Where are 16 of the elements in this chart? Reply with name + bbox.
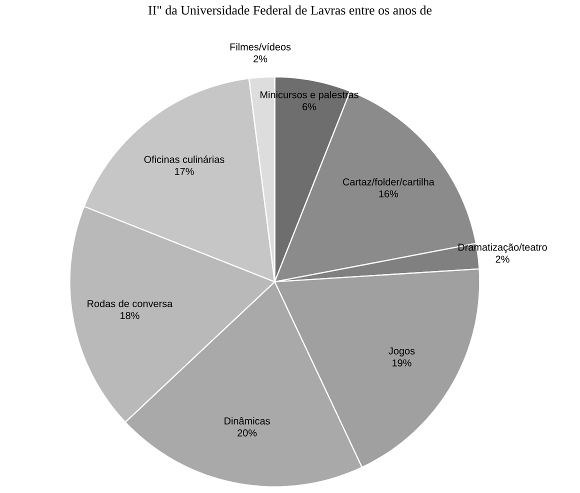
data-label: 20% <box>238 429 257 436</box>
data-label: 6% <box>302 103 316 110</box>
slice-label: Rodas de conversa <box>88 300 173 308</box>
data-label: 18% <box>120 312 140 320</box>
slice-label: Oficinas culinárias <box>144 156 224 163</box>
data-label: 16% <box>379 190 398 198</box>
slice-label: Dramatização/teatro <box>458 243 547 253</box>
data-label: 19% <box>392 359 412 366</box>
slice-label: Jogos <box>388 348 415 356</box>
slice-label: Cartaz/folder/cartilha <box>342 178 434 186</box>
chart-title: II" da Universidade Federal de Lavras entre os anos de <box>148 6 432 15</box>
data-label: 2% <box>254 55 268 62</box>
slice-label: Dinâmicas <box>224 417 270 425</box>
slice-label: Filmes/vídeos <box>230 43 291 50</box>
data-label: 2% <box>496 256 510 263</box>
data-label: 17% <box>175 168 194 175</box>
